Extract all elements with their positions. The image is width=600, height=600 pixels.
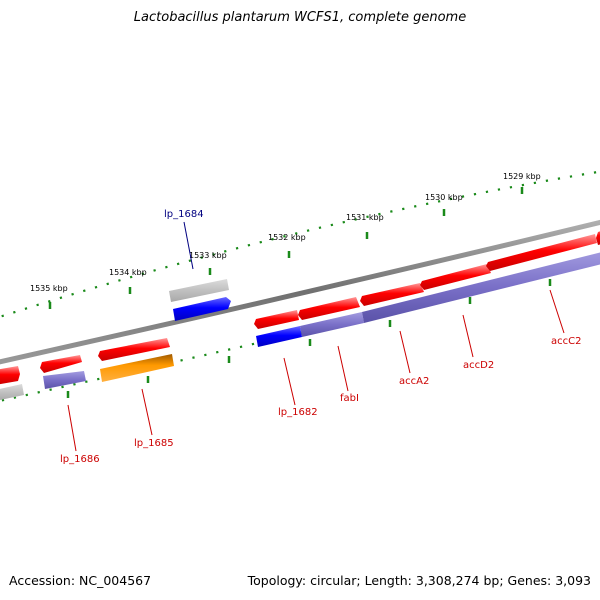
- leader-lp-1684: [183, 221, 194, 270]
- gene-label-lp-1685: lp_1685: [134, 438, 174, 449]
- leader-lp-1685: [141, 388, 153, 436]
- gene-reverse-fabI: [300, 312, 364, 337]
- inner-major-ticks: [66, 279, 552, 398]
- scale-label-1535: 1535 kbp: [30, 284, 68, 293]
- scale-label-1530: 1530 kbp: [425, 193, 463, 202]
- gene-forward-lp-1682-upper: [254, 310, 299, 329]
- gene-forward-accA2: [360, 283, 424, 306]
- leader-accC2: [549, 289, 565, 334]
- leader-accD2: [462, 314, 474, 358]
- topology-text: Topology: circular; Length: 3,308,274 bp…: [247, 573, 591, 588]
- leader-lp-1682: [283, 357, 296, 406]
- scale-label-1531: 1531 kbp: [346, 213, 384, 222]
- gene-forward-fabI: [298, 297, 360, 320]
- gene-label-fabI: fabI: [340, 393, 359, 404]
- scale-label-1532: 1532 kbp: [268, 233, 306, 242]
- gene-forward-lp-1684-gray: [169, 279, 229, 302]
- label-leaders: [67, 221, 565, 452]
- gene-label-lp-1686: lp_1686: [60, 454, 100, 465]
- scale-label-1529: 1529 kbp: [503, 172, 541, 181]
- forward-strand-genes: [0, 231, 600, 385]
- genome-title: Lactobacillus plantarum WCFS1, complete …: [133, 10, 467, 25]
- gene-reverse-lp-1685: [100, 354, 174, 382]
- leader-fabI: [337, 345, 349, 392]
- gene-labels: lp_1684 lp_1686 lp_1685 lp_1682 fabI acc…: [60, 209, 581, 465]
- accession-text: Accession: NC_004567: [9, 573, 152, 588]
- reverse-strand-genes: [0, 252, 600, 400]
- outer-major-ticks: [48, 187, 524, 309]
- gene-forward-lp-1686-upper: [40, 355, 82, 373]
- gene-label-accC2: accC2: [551, 336, 581, 347]
- gene-label-accD2: accD2: [463, 360, 494, 371]
- leader-accA2: [399, 330, 411, 374]
- gene-label-accA2: accA2: [399, 376, 429, 387]
- gene-forward-lp-1685-upper: [98, 338, 170, 361]
- scale-labels: 1535 kbp 1534 kbp 1533 kbp 1532 kbp 1531…: [30, 172, 541, 293]
- scale-label-1534: 1534 kbp: [109, 268, 147, 277]
- gene-reverse-lp-1684-blue: [173, 297, 231, 321]
- gene-reverse-lp-1686: [43, 371, 86, 389]
- gene-label-lp-1684: lp_1684: [164, 209, 204, 220]
- gene-forward-accC2: [486, 234, 597, 271]
- leader-lp-1686: [67, 404, 77, 452]
- gene-forward-right-edge: [596, 231, 600, 245]
- gene-forward-accD2: [420, 264, 491, 290]
- scale-label-1533: 1533 kbp: [189, 251, 227, 260]
- gene-label-lp-1682: lp_1682: [278, 407, 318, 418]
- gene-reverse-lp-1682: [256, 326, 302, 347]
- outer-tick-track: [0, 170, 600, 318]
- genome-backbone: [0, 219, 600, 365]
- gene-reverse-operon: [362, 252, 600, 323]
- gene-forward-left-edge: [0, 366, 20, 385]
- gene-reverse-left-gray: [0, 384, 24, 400]
